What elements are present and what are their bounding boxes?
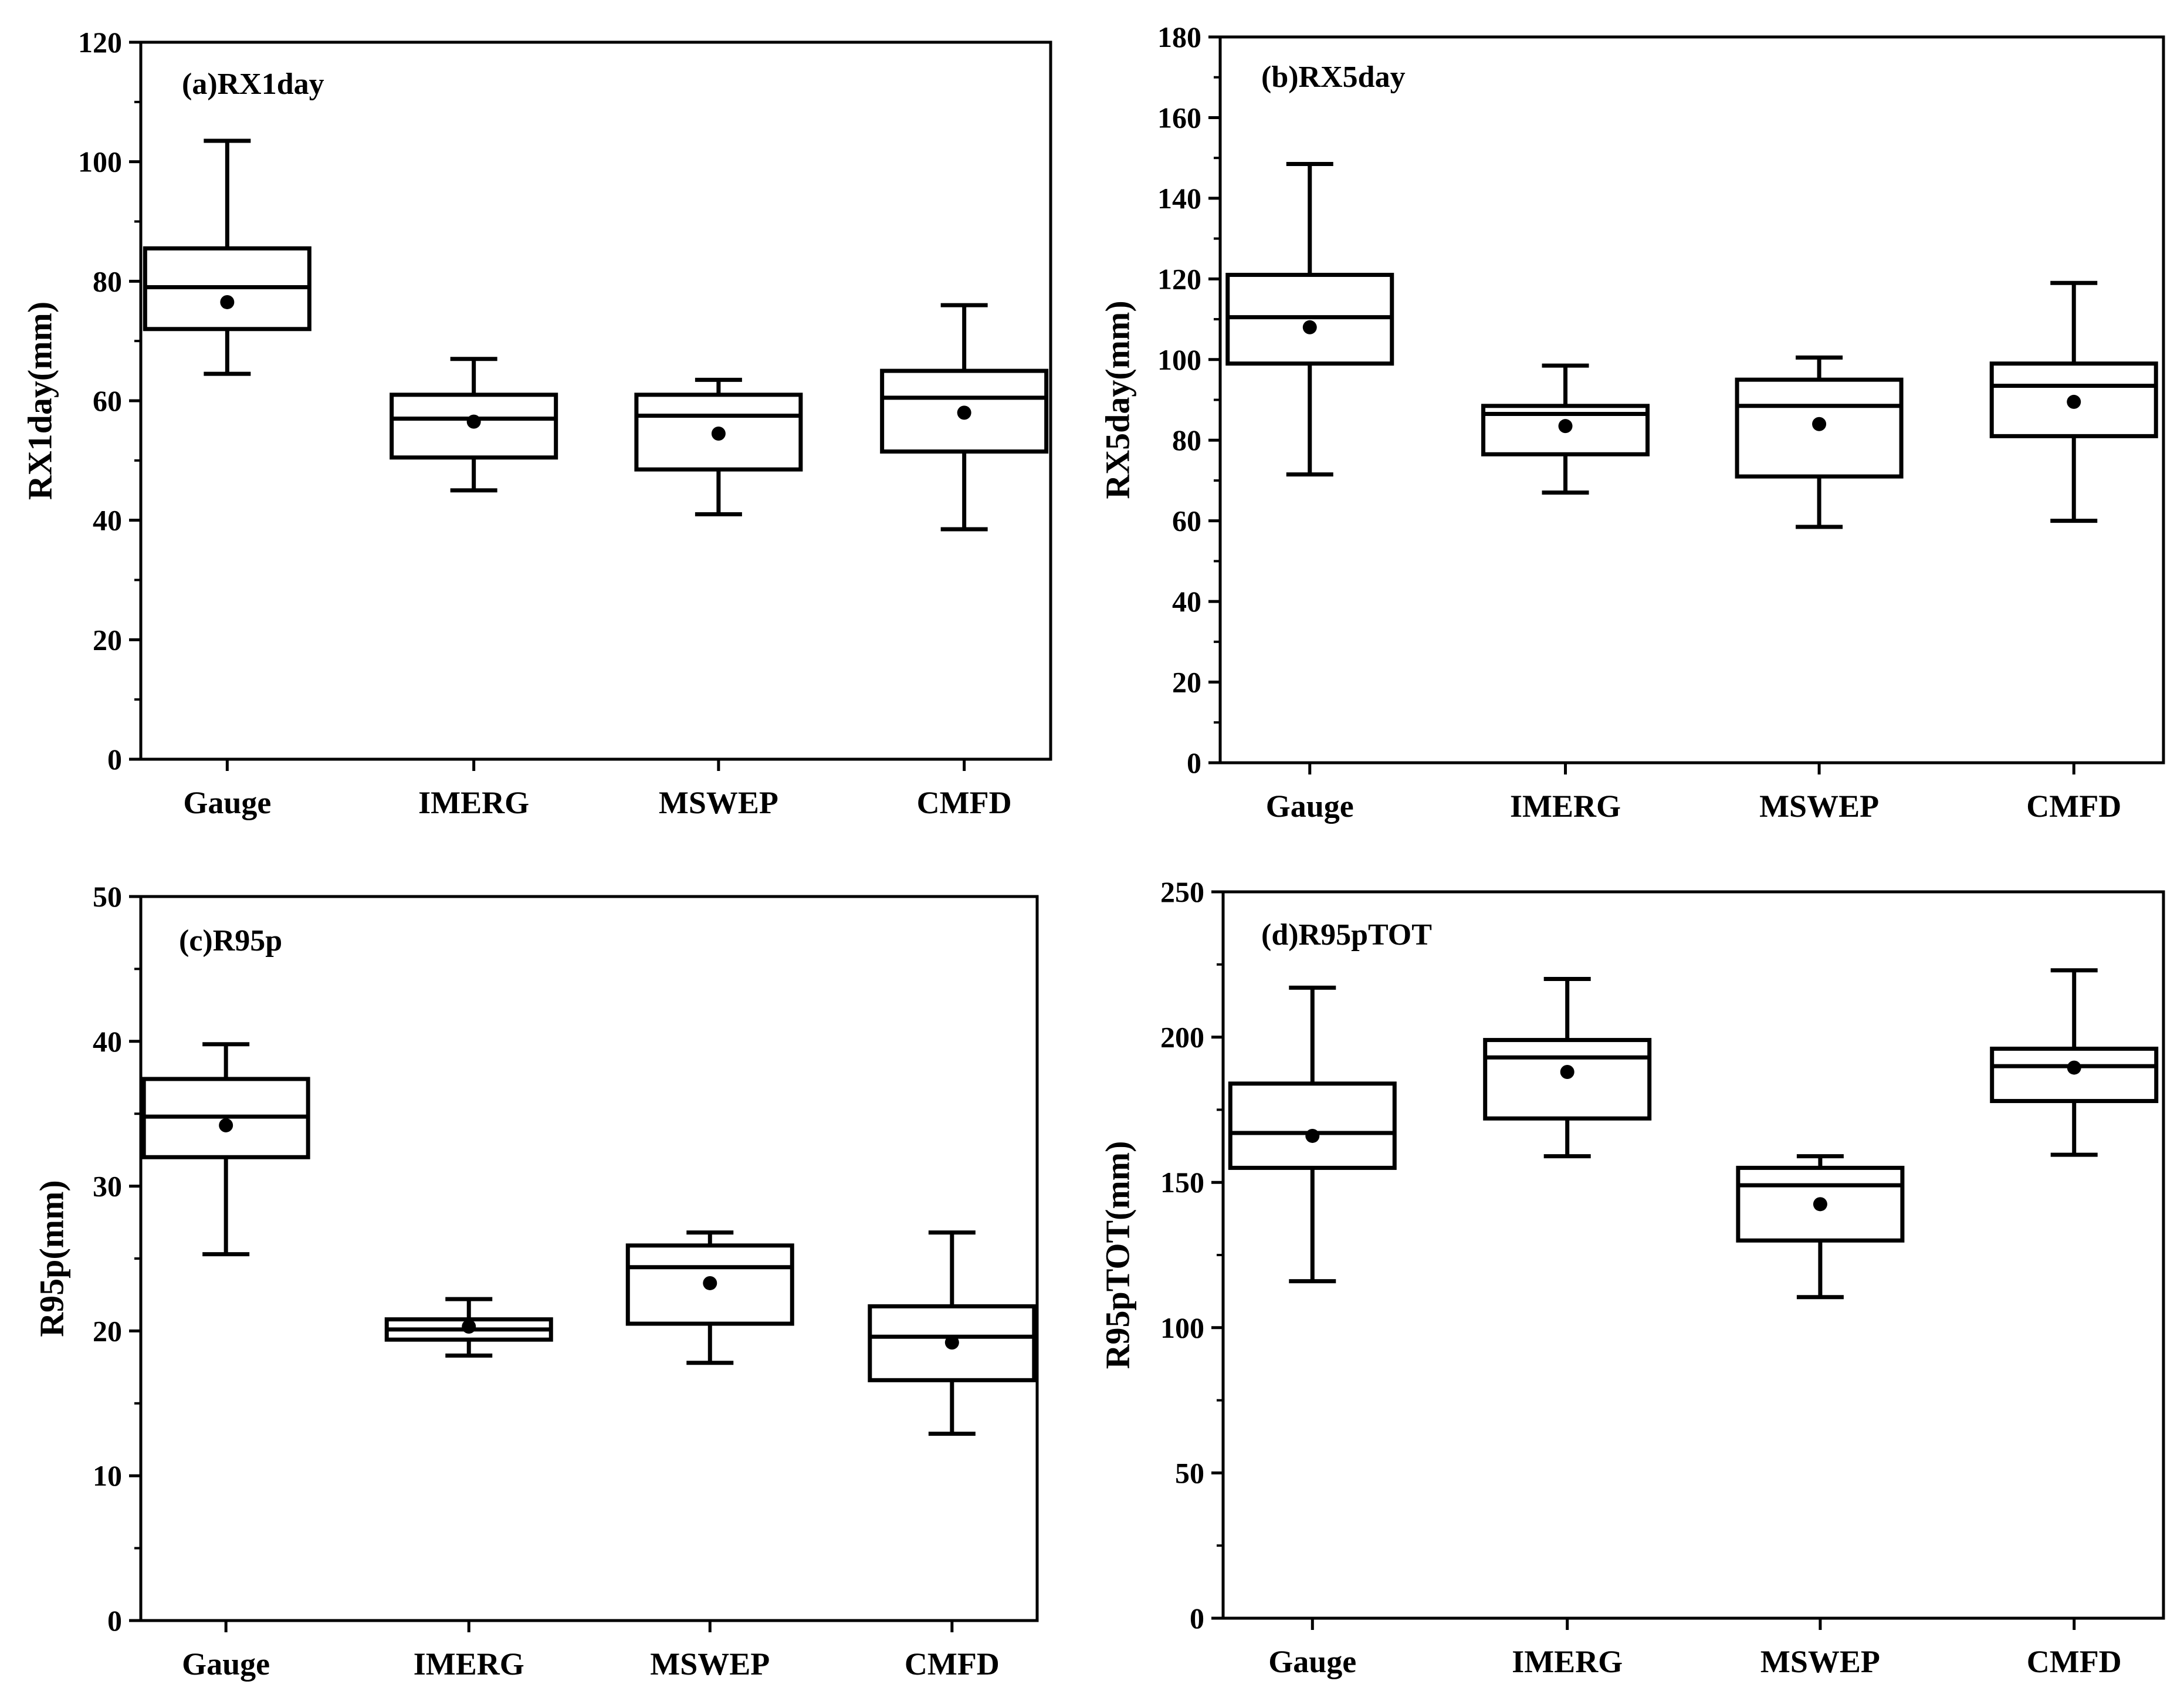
- box-cmfd: CMFD: [868, 1230, 1037, 1682]
- y-tick-label: 80: [93, 265, 122, 297]
- mean-point: [957, 405, 971, 420]
- y-tick-label: 20: [1172, 666, 1201, 699]
- iqr-box: [1483, 1038, 1652, 1121]
- iqr-box: [1990, 1046, 2159, 1104]
- mean-point: [711, 427, 726, 441]
- panel-title: (c)R95p: [179, 924, 282, 958]
- box-mswep: MSWEP: [634, 377, 803, 820]
- x-tick-label: Gauge: [1268, 1644, 1356, 1679]
- x-tick-label: IMERG: [1510, 789, 1621, 824]
- mean-point: [1305, 1128, 1320, 1143]
- iqr-box: [634, 393, 803, 472]
- mean-point: [1813, 1197, 1827, 1212]
- plot-frame: [139, 895, 1039, 1622]
- y-tick-label: 0: [107, 1604, 122, 1637]
- mean-point: [2067, 394, 2081, 409]
- panel-title: (a)RX1day: [182, 67, 324, 101]
- y-tick-label: 20: [93, 1314, 122, 1347]
- box-gauge: Gauge: [1228, 985, 1397, 1679]
- mean-point: [462, 1319, 476, 1334]
- y-axis-title: R95p(mm): [33, 1180, 71, 1337]
- y-tick-label: 120: [1157, 262, 1201, 295]
- box-gauge: Gauge: [1225, 161, 1394, 824]
- mean-point: [1812, 417, 1827, 431]
- x-tick-label: CMFD: [2027, 1644, 2122, 1679]
- y-tick-label: 30: [93, 1170, 122, 1203]
- y-tick-label: 40: [93, 1025, 122, 1058]
- box-mswep: MSWEP: [1735, 355, 1904, 824]
- box-imerg: IMERG: [1481, 363, 1650, 824]
- box-mswep: MSWEP: [1736, 1154, 1905, 1679]
- x-tick-label: MSWEP: [1759, 789, 1879, 824]
- panel-title: (d)R95pTOT: [1261, 918, 1432, 952]
- mean-point: [2067, 1060, 2081, 1075]
- plot-frame: [1221, 890, 2165, 1620]
- mean-point: [220, 295, 235, 309]
- box-cmfd: CMFD: [1989, 280, 2158, 824]
- panel--d-r95ptot: 0 50 100 150 200 250 R95pTOT(mm) (d)R95pTOT Gaug…: [1099, 875, 2165, 1679]
- box-cmfd: CMFD: [880, 303, 1049, 820]
- box-cmfd: CMFD: [1990, 968, 2159, 1679]
- y-tick-label: 10: [93, 1459, 122, 1492]
- mean-point: [1560, 1065, 1574, 1080]
- y-tick-label: 0: [1187, 746, 1201, 779]
- y-tick-label: 40: [93, 504, 122, 537]
- y-tick-label: 50: [93, 880, 122, 913]
- y-tick-label: 0: [107, 743, 122, 776]
- x-tick-label: MSWEP: [650, 1646, 770, 1682]
- mean-point: [1302, 320, 1317, 334]
- y-axis-title: R95pTOT(mm): [1099, 1141, 1137, 1369]
- y-tick-label: 180: [1157, 21, 1201, 53]
- panel-title: (b)RX5day: [1261, 60, 1406, 94]
- y-tick-label: 80: [1172, 424, 1201, 456]
- mean-point: [944, 1335, 959, 1350]
- panel--c-r95p: 0 10 20 30 40 50 R95p(mm) (c)R95p Gauge IMERG MSWE…: [33, 880, 1039, 1682]
- box-imerg: IMERG: [384, 1297, 553, 1682]
- box-gauge: Gauge: [141, 1042, 310, 1682]
- x-tick-label: MSWEP: [659, 785, 778, 820]
- mean-point: [1558, 419, 1573, 434]
- iqr-box: [1228, 1081, 1397, 1170]
- x-tick-label: IMERG: [414, 1646, 524, 1682]
- box-imerg: IMERG: [390, 357, 558, 820]
- y-axis-title: RX5day(mm): [1099, 300, 1137, 499]
- y-tick-label: 140: [1157, 182, 1201, 215]
- y-tick-label: 160: [1157, 101, 1201, 134]
- mean-point: [219, 1118, 233, 1132]
- x-tick-label: CMFD: [2026, 789, 2121, 824]
- y-tick-label: 60: [1172, 505, 1201, 537]
- y-tick-label: 120: [78, 26, 122, 59]
- x-tick-label: Gauge: [183, 785, 271, 820]
- y-tick-label: 20: [93, 623, 122, 656]
- panel--b-rx5day: 0 20 40 60 80 100 120 140 160 180 RX5day(mm) (b)RX5…: [1099, 21, 2165, 824]
- x-tick-label: CMFD: [905, 1646, 1000, 1682]
- x-tick-label: MSWEP: [1760, 1644, 1880, 1679]
- y-tick-label: 250: [1160, 875, 1204, 908]
- box-imerg: IMERG: [1483, 977, 1652, 1679]
- y-tick-label: 0: [1190, 1602, 1204, 1635]
- x-tick-label: IMERG: [1512, 1644, 1623, 1679]
- panel--a-rx1day: 0 20 40 60 80 100 120 RX1day(mm) (a)RX1day Gauge I…: [21, 26, 1052, 820]
- x-tick-label: Gauge: [1266, 789, 1354, 824]
- y-axis-title: RX1day(mm): [21, 302, 59, 500]
- x-tick-label: IMERG: [418, 785, 529, 820]
- y-tick-label: 100: [1160, 1311, 1204, 1344]
- box-mswep: MSWEP: [625, 1230, 794, 1682]
- y-tick-label: 150: [1160, 1166, 1204, 1199]
- mean-point: [703, 1276, 717, 1290]
- x-tick-label: Gauge: [182, 1646, 270, 1682]
- y-tick-label: 40: [1172, 585, 1201, 618]
- y-tick-label: 50: [1175, 1456, 1204, 1489]
- iqr-box: [625, 1243, 794, 1326]
- x-tick-label: CMFD: [917, 785, 1012, 820]
- y-tick-label: 100: [78, 146, 122, 178]
- y-tick-label: 200: [1160, 1021, 1204, 1054]
- y-tick-label: 100: [1157, 343, 1201, 376]
- mean-point: [466, 414, 481, 429]
- y-tick-label: 60: [93, 384, 122, 417]
- box-gauge: Gauge: [143, 138, 311, 820]
